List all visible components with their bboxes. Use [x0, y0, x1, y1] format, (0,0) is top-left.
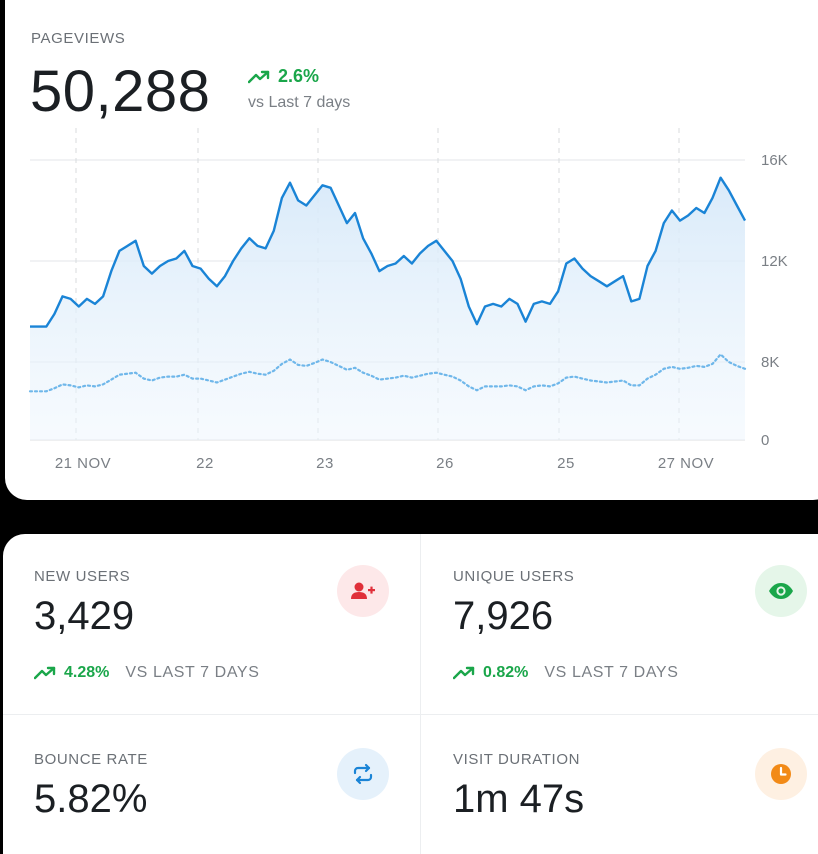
x-tick-label: 25	[557, 455, 575, 472]
add-user-icon	[351, 582, 375, 599]
refresh-icon	[353, 763, 373, 785]
bounce-rate-label: BOUNCE RATE	[34, 751, 148, 768]
pageviews-label: PAGEVIEWS	[31, 30, 126, 47]
unique-users-icon-badge	[755, 565, 807, 617]
new-users-change-value: 4.28%	[64, 664, 110, 681]
clock-icon	[771, 764, 791, 784]
x-tick-label: 22	[196, 455, 214, 472]
x-tick-label: 26	[436, 455, 454, 472]
x-tick-label: 23	[316, 455, 334, 472]
stats-divider-horizontal	[3, 714, 818, 715]
unique-users-label: UNIQUE USERS	[453, 568, 575, 585]
visit-duration-label: VISIT DURATION	[453, 751, 581, 768]
bounce-rate-icon-badge	[337, 748, 389, 800]
new-users-compare: VS LAST 7 DAYS	[125, 664, 260, 681]
visit-duration-icon-badge	[755, 748, 807, 800]
bounce-rate-value: 5.82%	[34, 777, 148, 821]
x-tick-label: 21 NOV	[55, 455, 111, 472]
visit-duration-value: 1m 47s	[453, 777, 585, 821]
unique-users-compare: VS LAST 7 DAYS	[544, 664, 679, 681]
pageviews-change: 2.6%	[248, 66, 319, 87]
pageviews-change-value: 2.6%	[278, 66, 320, 86]
new-users-label: NEW USERS	[34, 568, 131, 585]
new-users-value: 3,429	[34, 594, 135, 638]
new-users-icon-badge	[337, 565, 389, 617]
series-current-line	[30, 176, 747, 328]
unique-users-value: 7,926	[453, 594, 554, 638]
unique-users-change: 0.82% VS LAST 7 DAYS	[453, 664, 678, 682]
trending-up-icon	[248, 70, 270, 83]
y-tick-label: 16K	[761, 152, 788, 169]
y-tick-label: 0	[761, 432, 769, 449]
trending-up-icon	[34, 666, 56, 680]
y-tick-label: 8K	[761, 354, 779, 371]
eye-icon	[769, 583, 793, 599]
trending-up-icon	[453, 666, 475, 680]
area-fill	[30, 177, 745, 440]
pageviews-card: PAGEVIEWS 50,288 2.6% vs Last 7 days 16K…	[5, 0, 818, 500]
unique-users-change-value: 0.82%	[483, 664, 529, 681]
new-users-change: 4.28% VS LAST 7 DAYS	[34, 664, 259, 682]
stats-card: NEW USERS 3,429 4.28% VS LAST 7 DAYS UNI…	[3, 534, 818, 854]
x-tick-label: 27 NOV	[658, 455, 714, 472]
pageviews-compare: vs Last 7 days	[248, 94, 351, 111]
pageviews-chart: 16K 12K 8K 0 21 NOV 22 23 26 25 27 NOV	[28, 128, 788, 472]
y-tick-label: 12K	[761, 253, 788, 270]
stats-divider-vertical	[420, 534, 421, 854]
series-previous-line	[28, 352, 747, 393]
pageviews-value: 50,288	[30, 59, 211, 124]
